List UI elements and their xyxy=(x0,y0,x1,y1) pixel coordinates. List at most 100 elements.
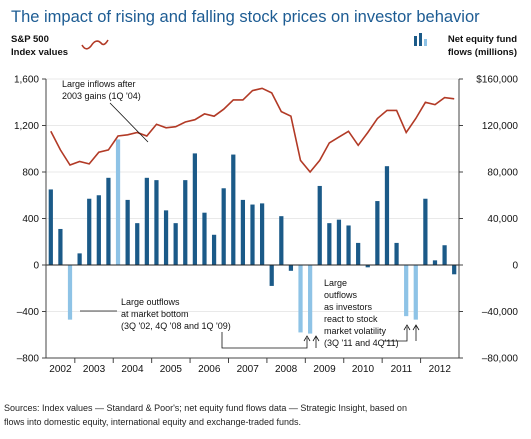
annotation-outflows2-line2: outflows xyxy=(324,290,358,300)
annotation-inflows-line2: 2003 gains (1Q '04) xyxy=(62,91,141,101)
x-tick-label: 2002 xyxy=(49,364,72,375)
flow-bar xyxy=(394,242,399,265)
flow-bar xyxy=(365,265,370,268)
flow-bar xyxy=(317,185,322,265)
source-line-2: flows into domestic equity, internationa… xyxy=(4,417,301,427)
right-axis-ticks: –80,000 –40,000 0 40,000 80,000 120,000 $160,0… xyxy=(459,75,518,365)
right-tick-label: –40,000 xyxy=(482,307,519,318)
annotation-outflows2-line1: Large xyxy=(324,278,347,288)
annotation-inflows: Large inflows after 2003 gains (1Q '04) xyxy=(62,79,149,143)
flow-bar xyxy=(202,212,207,265)
flow-bar xyxy=(48,189,53,265)
flow-bar xyxy=(269,265,274,286)
flow-bar xyxy=(231,154,236,265)
flow-bar xyxy=(115,139,121,265)
left-tick-label: 1,200 xyxy=(14,121,39,132)
annotation-outflows2-line4: react to stock xyxy=(324,314,378,324)
right-tick-label: 80,000 xyxy=(487,168,518,179)
x-tick-label: 2012 xyxy=(429,364,452,375)
annotation-inflows-pointer xyxy=(109,102,149,143)
flow-bar xyxy=(221,188,226,265)
flow-bar xyxy=(250,204,255,265)
flow-bar xyxy=(192,153,197,265)
flow-bar xyxy=(384,166,390,265)
annotation-inflows-line1: Large inflows after xyxy=(62,79,136,89)
flow-bar xyxy=(106,177,111,265)
flow-bar xyxy=(279,216,284,265)
flow-bar xyxy=(432,260,438,265)
flow-bar xyxy=(336,219,342,265)
annotation-outflows-volatility: Large outflows as investors react to sto… xyxy=(324,278,420,348)
x-tick-label: 2007 xyxy=(237,364,260,375)
annotation-outflows1-line1: Large outflows xyxy=(121,297,180,307)
x-tick-label: 2009 xyxy=(313,364,336,375)
right-tick-label: 0 xyxy=(512,261,518,272)
x-tick-label: 2010 xyxy=(352,364,375,375)
annotation-outflows1-line2: at market bottom xyxy=(121,309,189,319)
chart-title: The impact of rising and falling stock p… xyxy=(11,8,480,26)
legend-right: Net equity fund flows (millions) xyxy=(414,33,517,58)
right-tick-label: –80,000 xyxy=(482,354,519,365)
flow-bar xyxy=(163,210,169,265)
flow-bar xyxy=(327,223,332,265)
x-tick-label: 2006 xyxy=(198,364,221,375)
source-line-1: Sources: Index values — Standard & Poor'… xyxy=(4,403,407,413)
flow-bar xyxy=(87,198,92,265)
legend-left-line2: Index values xyxy=(11,47,68,58)
x-tick-label: 2005 xyxy=(160,364,183,375)
legend-line-swatch xyxy=(81,39,109,50)
legend-bar-swatch-1 xyxy=(414,36,417,46)
legend-bar-swatch-2 xyxy=(419,33,422,46)
annotation-outflows2-arrow-2 xyxy=(412,324,420,331)
flow-bar xyxy=(308,265,313,334)
right-tick-label: $160,000 xyxy=(476,75,518,86)
left-tick-label: –800 xyxy=(17,354,40,365)
annotation-outflows2-pointer xyxy=(383,327,408,342)
flow-bar xyxy=(135,223,140,265)
annotation-outflows2-line3: as investors xyxy=(324,302,373,312)
legend-right-line1: Net equity fund xyxy=(448,34,517,45)
flow-bar xyxy=(173,223,178,265)
legend-left-line1: S&P 500 xyxy=(11,34,49,45)
flow-bar xyxy=(154,180,159,265)
right-tick-label: 40,000 xyxy=(487,214,518,225)
flow-bar xyxy=(346,225,351,265)
flow-bar xyxy=(375,201,380,265)
flow-bar xyxy=(423,198,428,265)
legend-bar-swatch-3 xyxy=(424,39,427,46)
annotation-outflows1-line3: (3Q '02, 4Q '08 and 1Q '09) xyxy=(121,321,231,331)
annotation-outflows2-line6: (3Q '11 and 4Q'11) xyxy=(324,338,399,348)
flow-bar xyxy=(96,195,101,265)
flow-bar xyxy=(77,253,82,265)
annotation-outflows1-arrow-1 xyxy=(303,335,311,342)
right-tick-label: 120,000 xyxy=(482,121,519,132)
flow-bar xyxy=(442,245,447,265)
x-tick-label: 2008 xyxy=(275,364,298,375)
left-tick-label: –400 xyxy=(17,307,40,318)
flow-bar xyxy=(356,242,361,265)
flow-bar xyxy=(298,265,303,333)
sp500-line xyxy=(50,87,455,174)
flow-bar xyxy=(404,265,409,317)
left-tick-label: 1,600 xyxy=(14,75,39,86)
flow-bar xyxy=(259,203,265,265)
annotation-outflows2-arrow-1 xyxy=(403,324,411,331)
legend-left: S&P 500 Index values xyxy=(11,34,109,58)
left-tick-label: 0 xyxy=(33,261,39,272)
left-tick-label: 800 xyxy=(22,168,39,179)
x-tick-label: 2003 xyxy=(83,364,106,375)
x-tick-label: 2004 xyxy=(121,364,144,375)
x-tick-label: 2011 xyxy=(391,364,413,375)
bars-group xyxy=(48,139,457,334)
flow-bar xyxy=(67,265,73,320)
x-axis-ticks: 2002 2003 2004 2005 2006 2007 2008 2009 2010 2011… xyxy=(49,358,451,375)
flow-bar xyxy=(144,177,149,265)
flow-bar xyxy=(58,228,63,265)
left-axis-ticks: –800 –400 0 400 800 1,200 1,600 xyxy=(14,75,46,365)
annotation-outflows2-line5: market volatility xyxy=(324,326,387,336)
flow-bar xyxy=(125,199,130,265)
flow-bar xyxy=(413,265,418,320)
left-tick-label: 400 xyxy=(22,214,39,225)
flow-bar xyxy=(452,265,457,275)
